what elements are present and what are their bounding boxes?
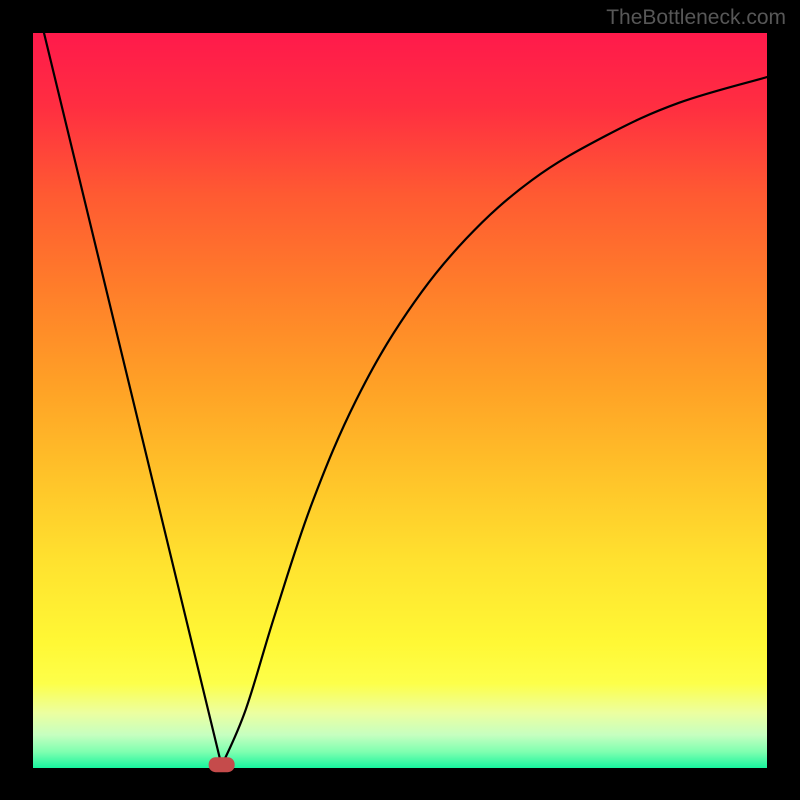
optimum-marker (209, 757, 235, 772)
gradient-background (33, 33, 767, 768)
plot-svg (0, 0, 800, 800)
chart-container: TheBottleneck.com (0, 0, 800, 800)
